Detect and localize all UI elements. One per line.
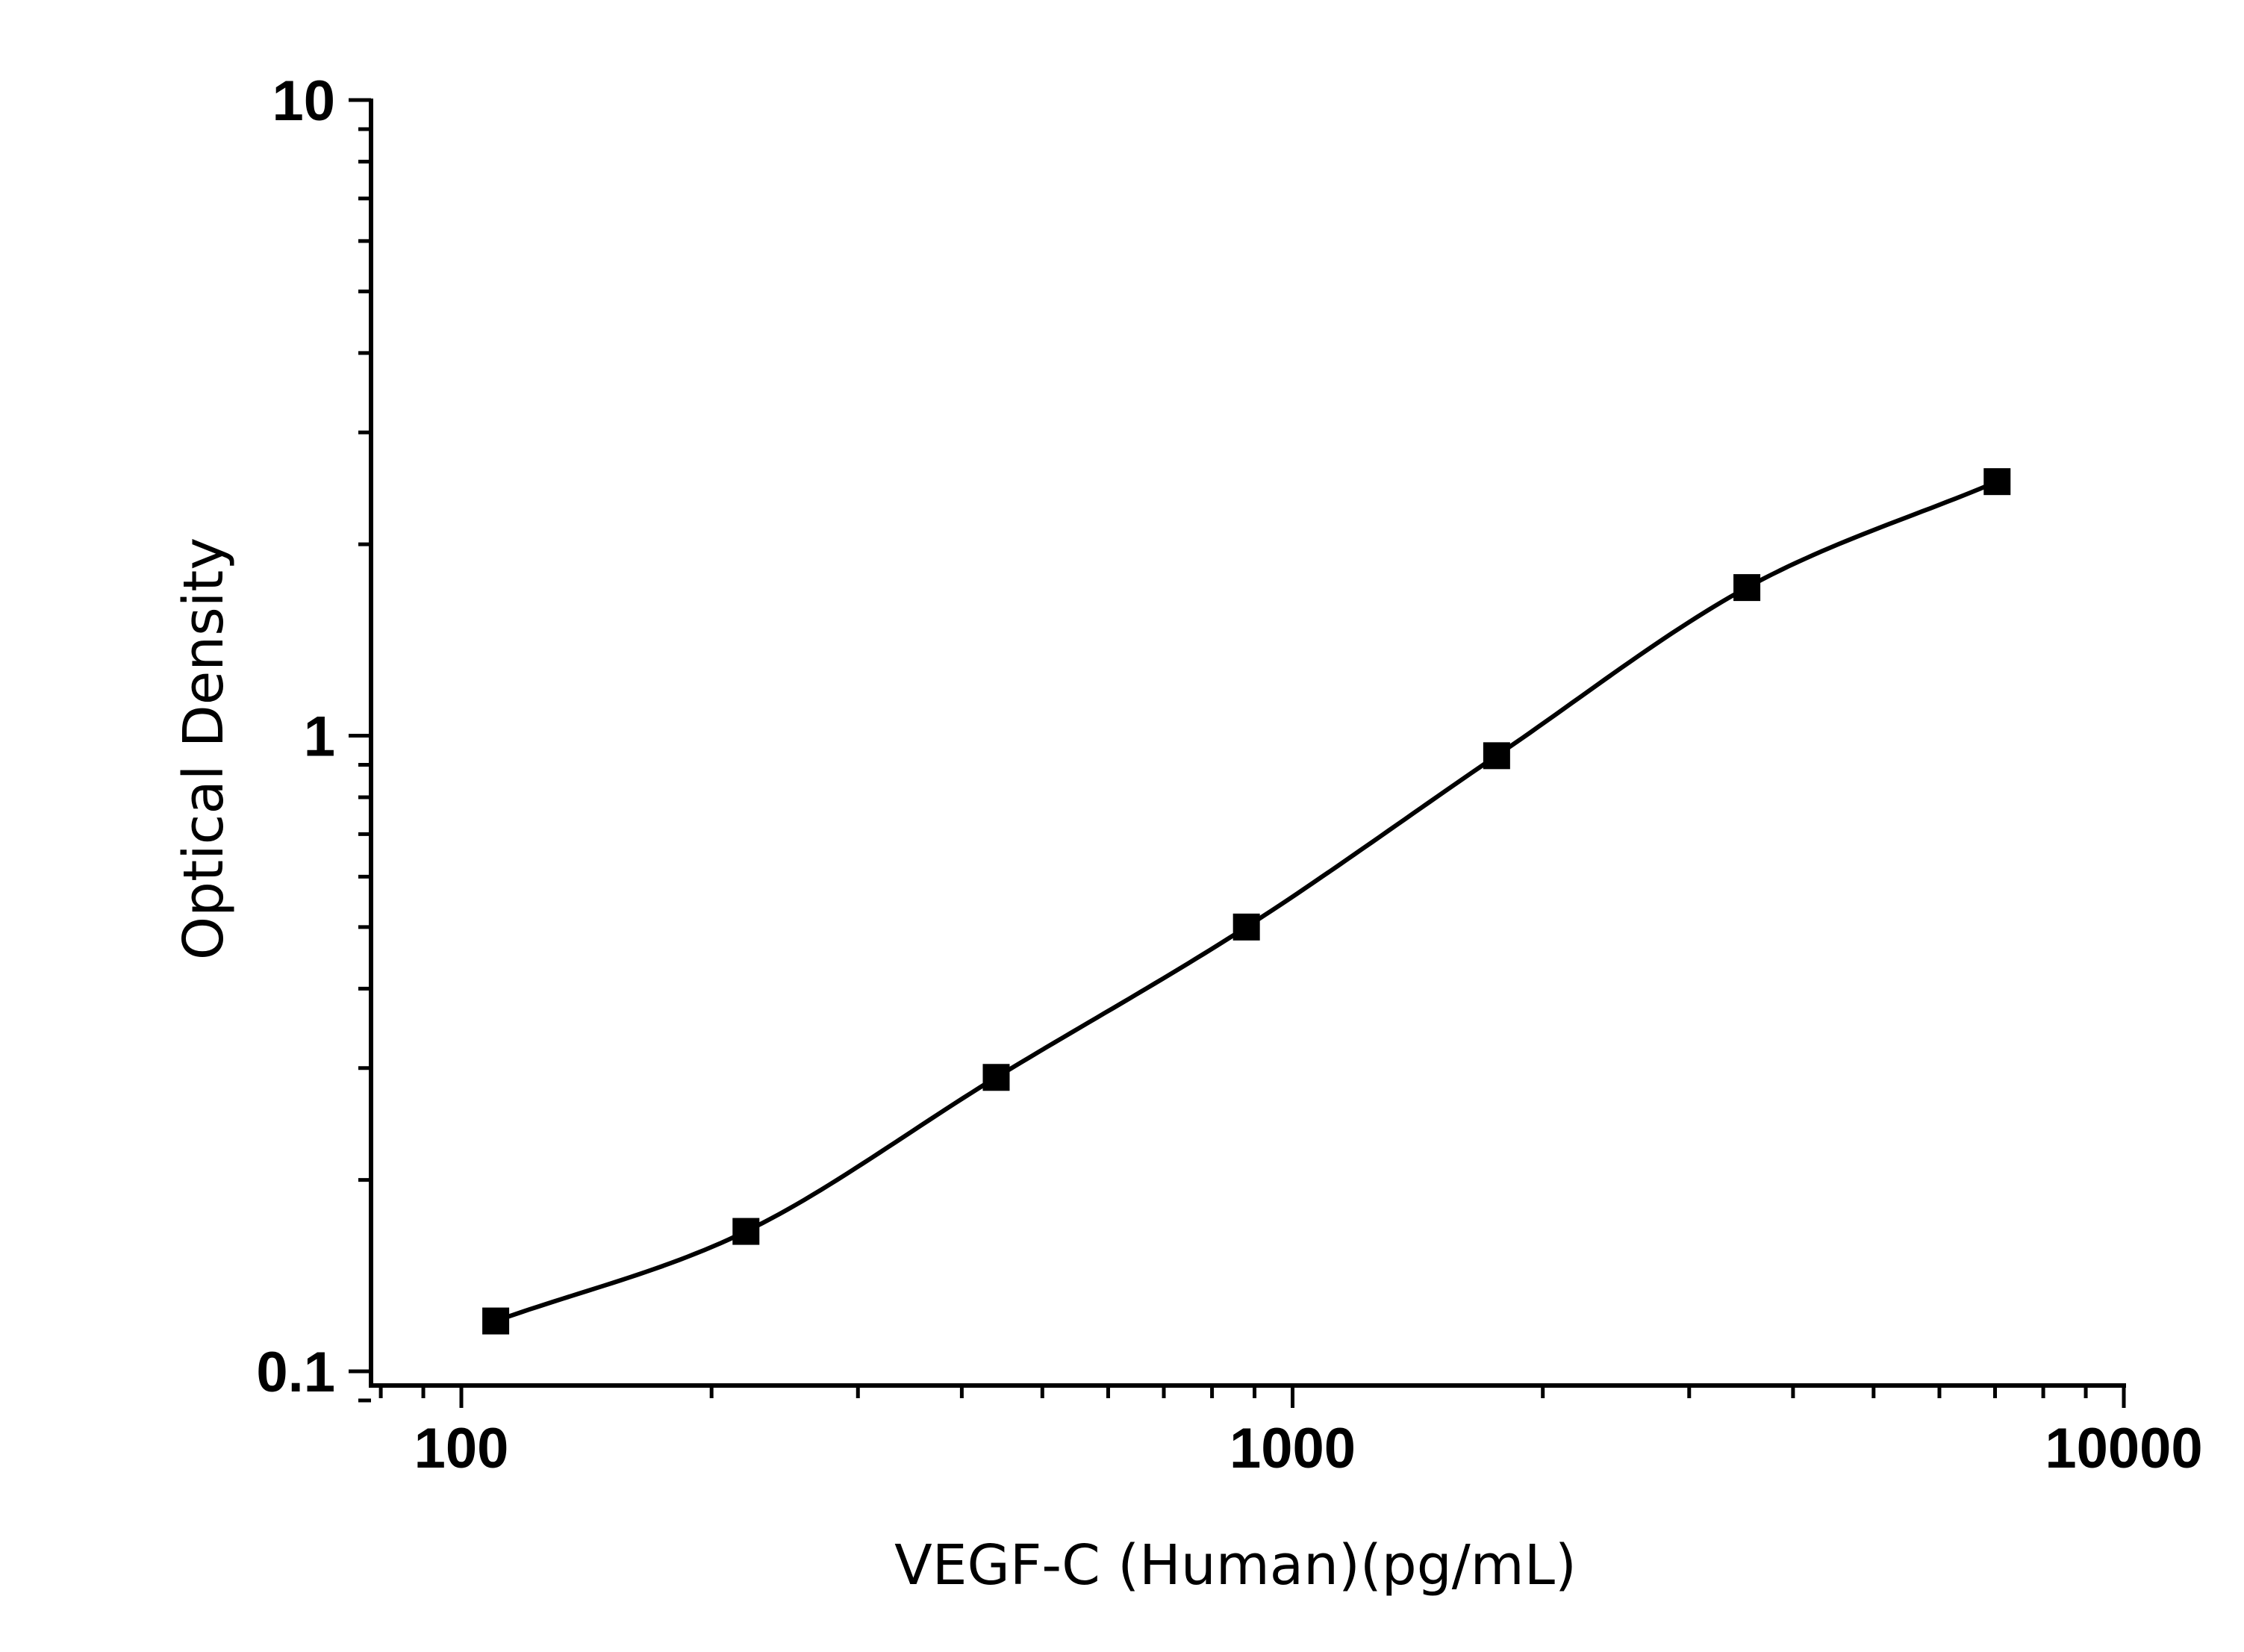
data-point xyxy=(1733,574,1761,602)
data-point xyxy=(1483,742,1510,770)
axes xyxy=(349,98,2126,1408)
data-point xyxy=(482,1307,510,1335)
data-point xyxy=(1983,468,2011,496)
fit-curve xyxy=(493,479,2000,1324)
tick-labels-layer: 100 1000 10000 0.1 1 10 xyxy=(256,69,2202,1480)
x-tick-label: 100 xyxy=(414,1417,509,1480)
y-tick-label: 0.1 xyxy=(256,1341,335,1404)
data-points-layer xyxy=(482,468,2011,1335)
data-point xyxy=(982,1064,1010,1091)
y-axis-title: Optical Density xyxy=(172,537,236,960)
y-tick-label: 1 xyxy=(304,705,335,769)
x-tick-label: 1000 xyxy=(1229,1417,1356,1480)
x-tick-label: 10000 xyxy=(2045,1417,2202,1480)
x-axis-title: VEGF-C (Human)(pg/mL) xyxy=(894,1533,1577,1598)
data-point xyxy=(1232,913,1260,941)
y-tick-label: 10 xyxy=(272,69,335,133)
data-point xyxy=(732,1218,760,1245)
fit-curve-layer xyxy=(493,479,2000,1324)
